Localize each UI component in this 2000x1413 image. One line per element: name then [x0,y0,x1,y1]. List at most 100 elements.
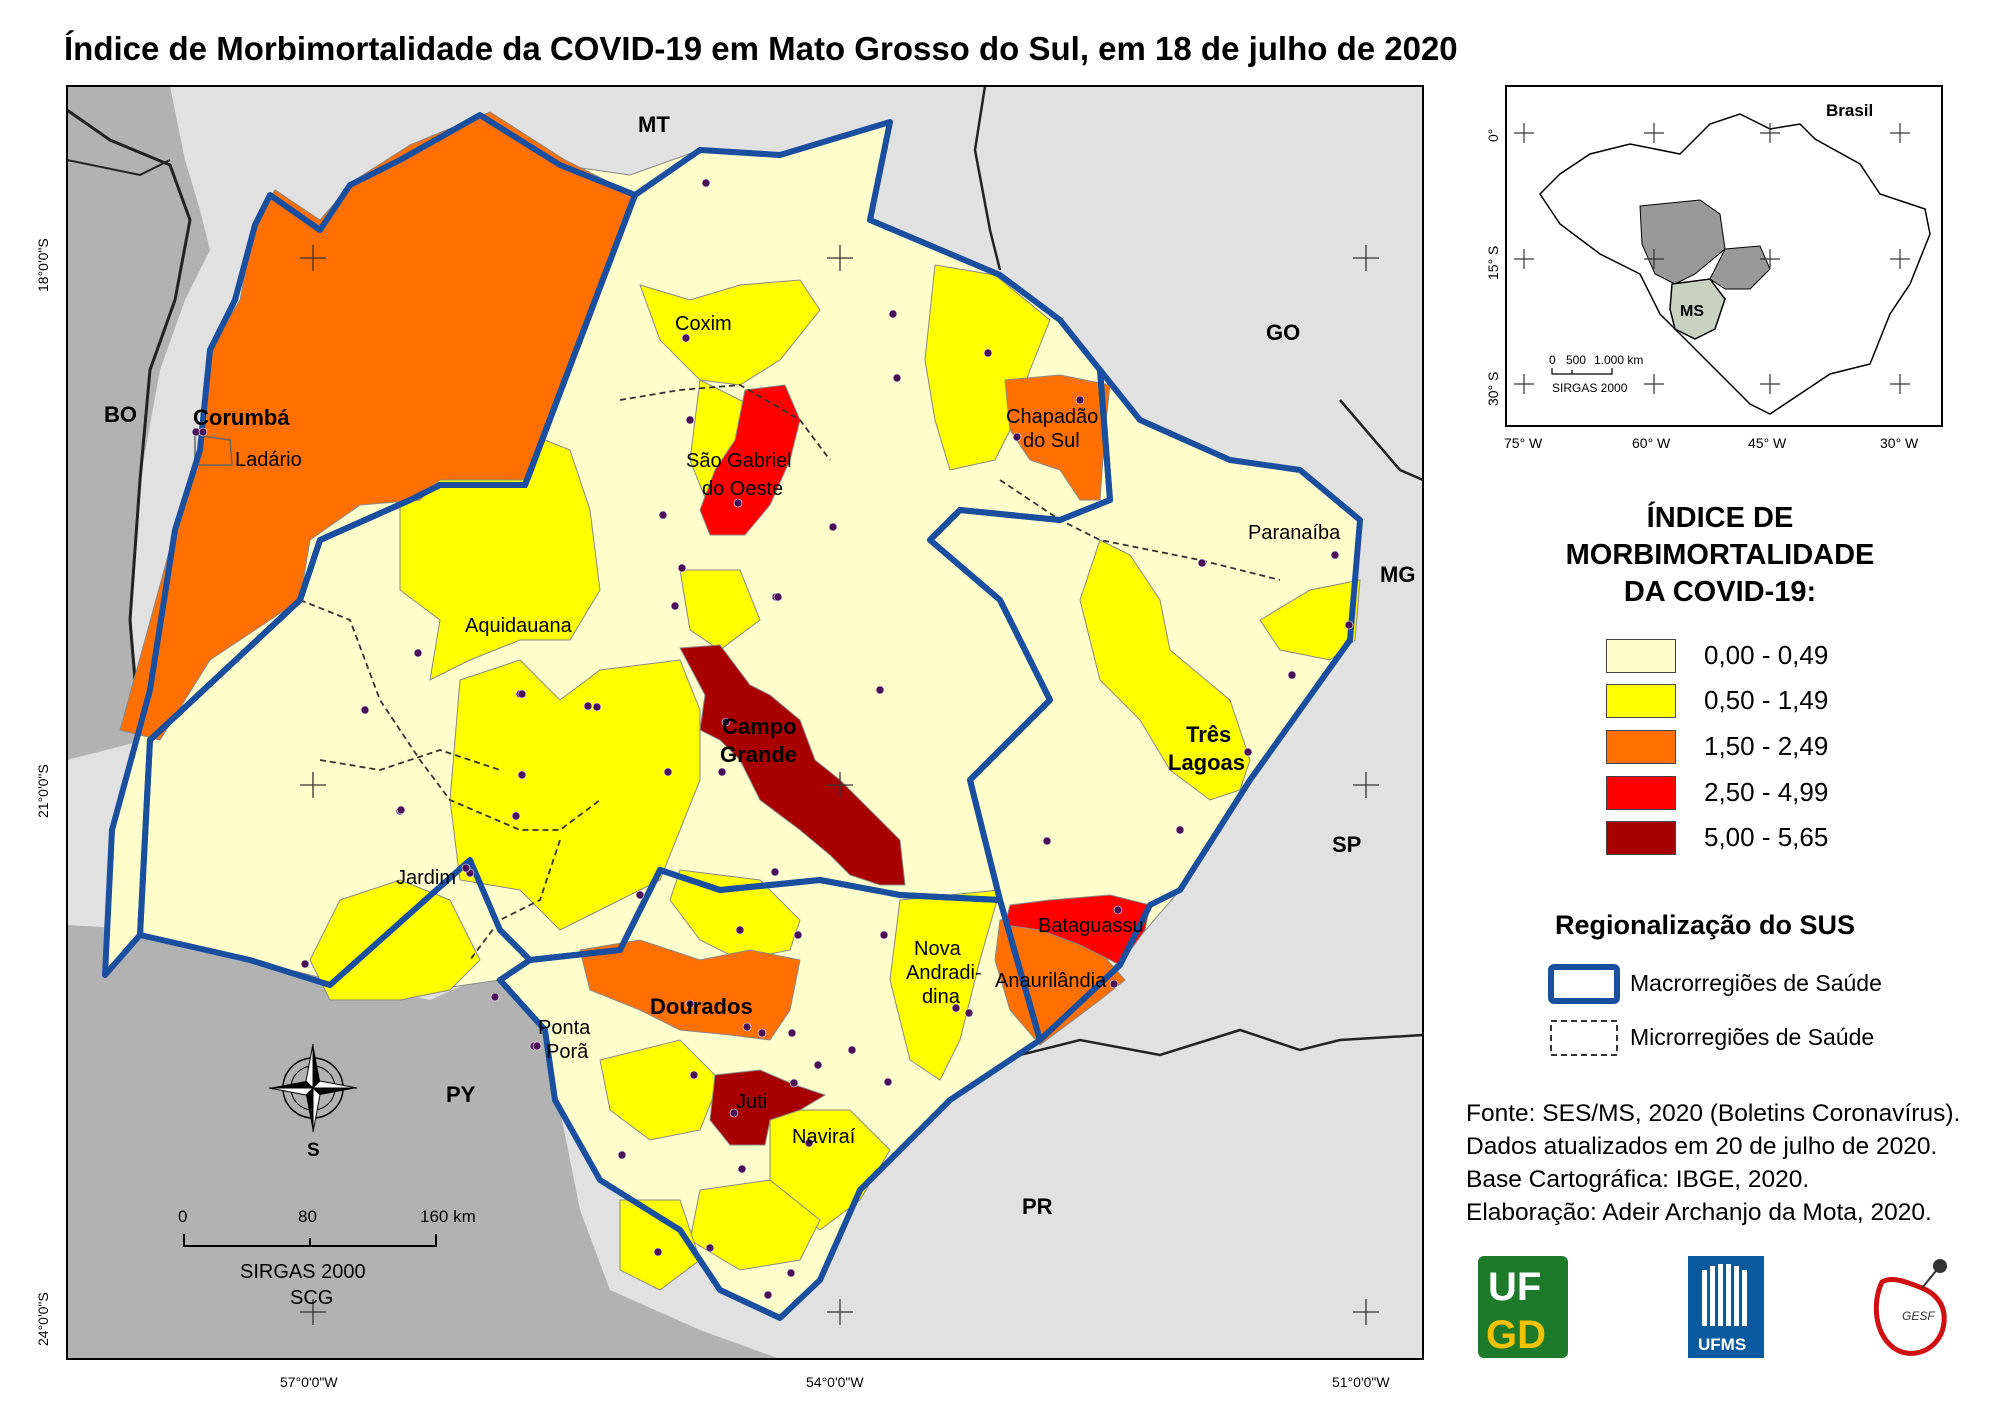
city-label-nova-andradina-3: dina [922,986,961,1008]
municipality-class1 [599,1039,721,1141]
macro-region-dourados [497,867,1043,1321]
city-dot [773,592,783,602]
municipality-campo-grande [679,644,906,886]
municipality-class1 [924,264,1051,471]
city-label-dourados: Dourados [650,994,753,1019]
city-dot [653,1247,663,1257]
municipality-class1 [1259,579,1361,661]
city-dot [828,522,838,532]
state-label-mt: MT [638,112,670,137]
graticule-cross [1353,245,1379,271]
city-dot [461,863,471,873]
macro-border-swatch [1548,964,1620,1004]
credit-line: Base Cartográfica: IBGE, 2020. [1466,1166,1810,1193]
legend-title-line: DA COVID-19: [1623,576,1817,608]
inset-graticule [1514,374,1910,394]
city-label-nova-andradina-2: Andradi- [906,962,982,984]
city-label-campo-grande-1: Campo [722,714,797,739]
municipality-class1 [639,279,821,386]
graticule [300,245,1379,1325]
graticule-cross [1353,1299,1379,1325]
legend-swatch [1606,639,1676,673]
scale-datum: SIRGAS 2000 [240,1261,366,1283]
city-dot [1330,550,1340,560]
graticule-cross [300,245,326,271]
city-dot [1175,825,1185,835]
legend-label: 5,00 - 5,65 [1704,822,1829,852]
city-dot [511,811,521,821]
inset-graticule [1514,123,1910,143]
inset-ms [1669,278,1726,340]
graticule-cross [827,245,853,271]
city-label-aquidauana: Aquidauana [465,615,573,637]
city-label-juti: Juti [736,1091,767,1113]
city-dot [701,178,711,188]
inset-lat-0: 0° [1485,129,1501,142]
municipality-class1 [679,569,761,651]
city-dot [875,685,885,695]
city-label-ladario: Ladário [235,449,302,471]
municipality-juti [709,1069,827,1146]
credit-line: Dados atualizados em 20 de julho de 2020… [1466,1133,1938,1160]
city-dot [964,1008,974,1018]
city-dot [770,867,780,877]
sus-legend-micro: Microrregiões de Saúde [1548,1018,1874,1058]
city-dot [1113,905,1123,915]
city-label-paranaiba: Paranaíba [1248,522,1341,544]
city-dot [951,1003,961,1013]
micro-border [619,384,831,461]
city-dot [1012,432,1022,442]
state-label-sp: SP [1332,832,1361,857]
city-dot [592,702,602,712]
city-dot [663,767,673,777]
city-label-coxim: Coxim [675,313,732,335]
city-dot [677,563,687,573]
gesf-logo: GESF [1873,1259,1947,1356]
inset-scale-bar: 0 500 1.000 km SIRGAS 2000 [1549,353,1643,395]
city-dot [198,427,208,437]
city-dot [532,1041,542,1051]
inset-lon-45: 45° W [1748,435,1787,451]
city-label-sao-gabriel-2: do Oeste [702,478,783,500]
scale-tick-160: 160 km [420,1207,476,1226]
country-label-bo: BO [104,402,137,427]
city-dot [721,717,731,727]
city-dot [583,701,593,711]
city-dot [1344,620,1354,630]
legend-label: 2,50 - 4,99 [1704,777,1829,807]
city-dot [1075,395,1085,405]
city-dot [757,1028,767,1038]
city-label-ponta-pora-2: Porã [546,1041,589,1063]
city-dot [733,498,743,508]
city-dot [883,1077,893,1087]
state-border-go-mg [1339,399,1423,482]
city-dot [737,1164,747,1174]
city-dot [892,373,902,383]
city-label-jardim: Jardim [396,867,456,889]
country-label-py: PY [446,1082,476,1107]
municipality-class2 [1004,374,1111,501]
inset-lat-15: 15° S [1485,246,1501,280]
state-label-go: GO [1266,320,1300,345]
city-dot [786,1268,796,1278]
micro-label: Microrregiões de Saúde [1630,1024,1875,1050]
city-dot [789,1078,799,1088]
city-label-campo-grande-2: Grande [720,742,797,767]
micro-border-swatch [1550,1020,1618,1056]
scale-tick-80: 80 [298,1207,317,1226]
lon-label-54: 54°0'0"W [806,1374,864,1390]
city-dot [813,1060,823,1070]
inset-graticule [1514,249,1910,269]
map-title: Índice de Morbimortalidade da COVID-19 e… [64,30,1458,67]
legend-title: ÍNDICE DE MORBIMORTALIDADE DA COVID-19: [1480,500,1960,611]
state-label-mg: MG [1380,562,1415,587]
city-label-chapadao-2: do Sul [1023,430,1080,452]
city-dot [729,1108,739,1118]
city-dot [396,805,406,815]
city-dot [742,1022,752,1032]
city-dot [735,925,745,935]
inset-scale-tick-1000: 1.000 km [1594,353,1643,367]
micro-border [299,599,601,831]
legend-label: 1,50 - 2,49 [1704,731,1829,761]
municipality-class1 [309,879,481,1001]
